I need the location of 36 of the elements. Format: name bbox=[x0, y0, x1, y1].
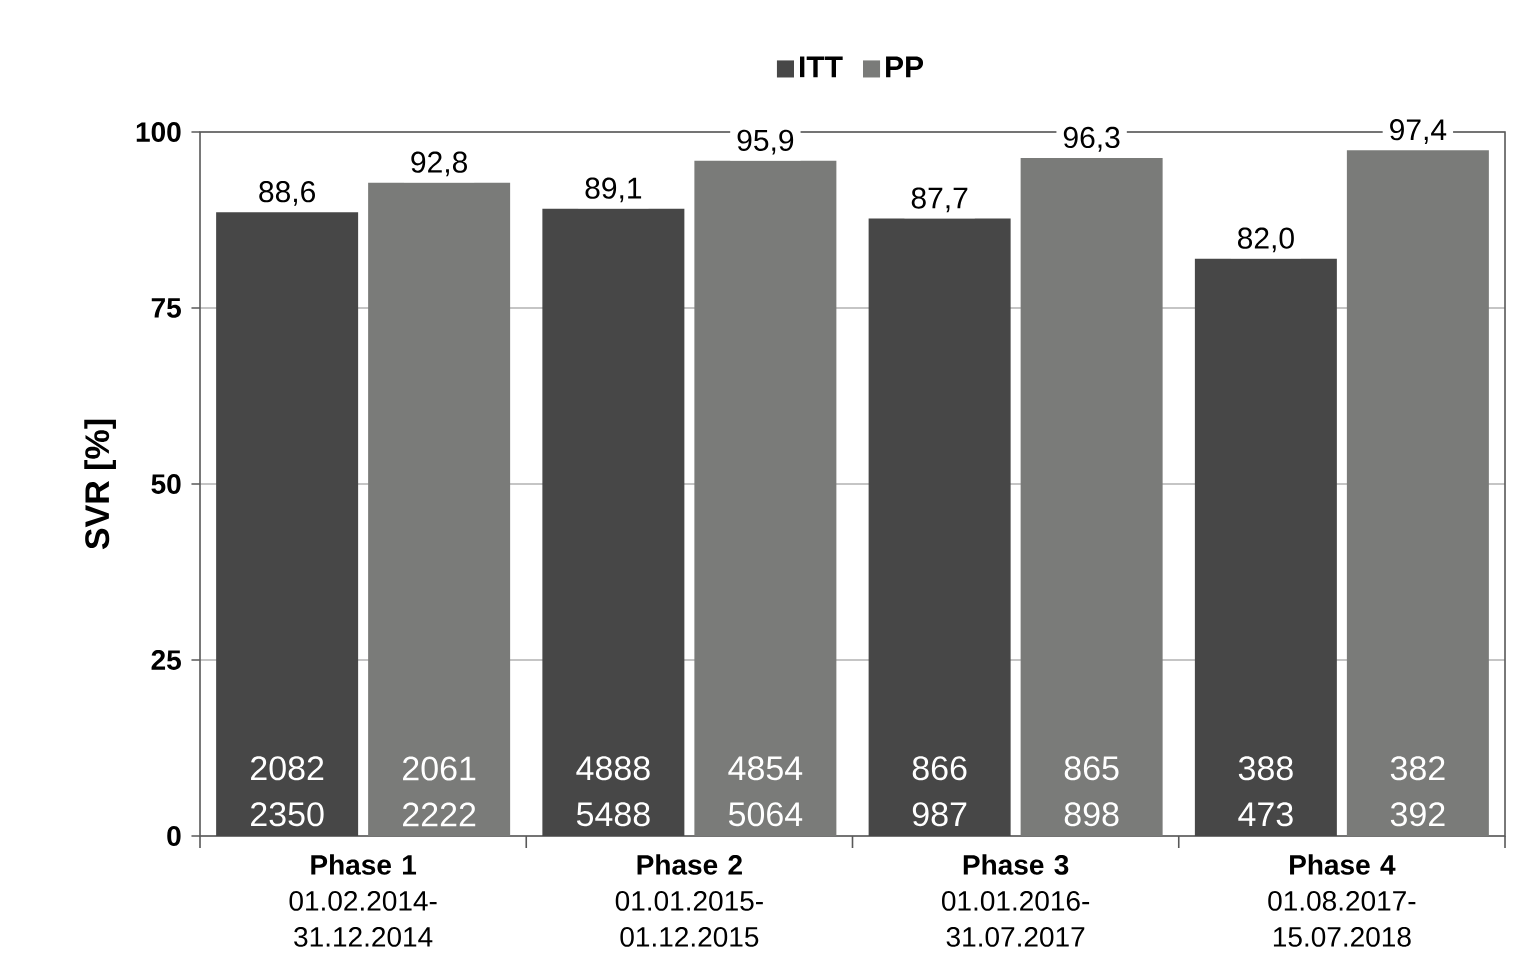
x-tick-label: Phase 1 01.02.2014-31.12.2014 bbox=[289, 854, 437, 947]
bar bbox=[1194, 258, 1337, 836]
data-label: 97,4 bbox=[1390, 119, 1447, 144]
data-label: 96,3 bbox=[1063, 126, 1120, 152]
bar bbox=[694, 160, 837, 836]
bar bbox=[868, 218, 1011, 836]
bar bbox=[1346, 150, 1489, 836]
annotation: 382 392 bbox=[1390, 756, 1445, 827]
data-label: 82,0 bbox=[1238, 227, 1294, 253]
x-tick-label: Phase 3 01.01.2016-31.07.2017 bbox=[941, 854, 1090, 947]
y-tick-label: 25 bbox=[151, 650, 181, 670]
data-label: 87,7 bbox=[911, 187, 968, 213]
bar bbox=[1020, 158, 1163, 836]
x-tick-label: Phase 2 01.01.2015-01.12.2015 bbox=[615, 854, 763, 947]
data-label: 89,1 bbox=[585, 177, 642, 203]
y-tick-label: 75 bbox=[151, 298, 181, 318]
annotation: 865 898 bbox=[1064, 756, 1119, 827]
annotation: 2061 2222 bbox=[403, 756, 476, 827]
y-tick-label: 100 bbox=[136, 122, 181, 142]
data-label: 95,9 bbox=[737, 129, 794, 155]
y-tick-label: 50 bbox=[151, 474, 181, 494]
bar bbox=[368, 182, 511, 836]
x-tick-label: Phase 4 01.08.2017-15.07.2018 bbox=[1268, 854, 1416, 947]
legend-label: PP bbox=[886, 56, 924, 78]
y-axis-title: SVR [%] bbox=[84, 419, 116, 550]
legend-label: ITT bbox=[800, 56, 843, 78]
annotation: 4888 5488 bbox=[576, 756, 650, 827]
bar bbox=[542, 208, 685, 836]
annotation: 4854 5064 bbox=[728, 756, 803, 827]
annotation: 2082 2350 bbox=[251, 756, 324, 827]
bar bbox=[216, 212, 359, 836]
y-tick-label: 0 bbox=[167, 826, 181, 846]
data-label: 92,8 bbox=[411, 151, 467, 177]
annotation: 866 987 bbox=[912, 756, 967, 827]
annotation: 388 473 bbox=[1238, 756, 1293, 827]
data-label: 88,6 bbox=[259, 181, 315, 206]
